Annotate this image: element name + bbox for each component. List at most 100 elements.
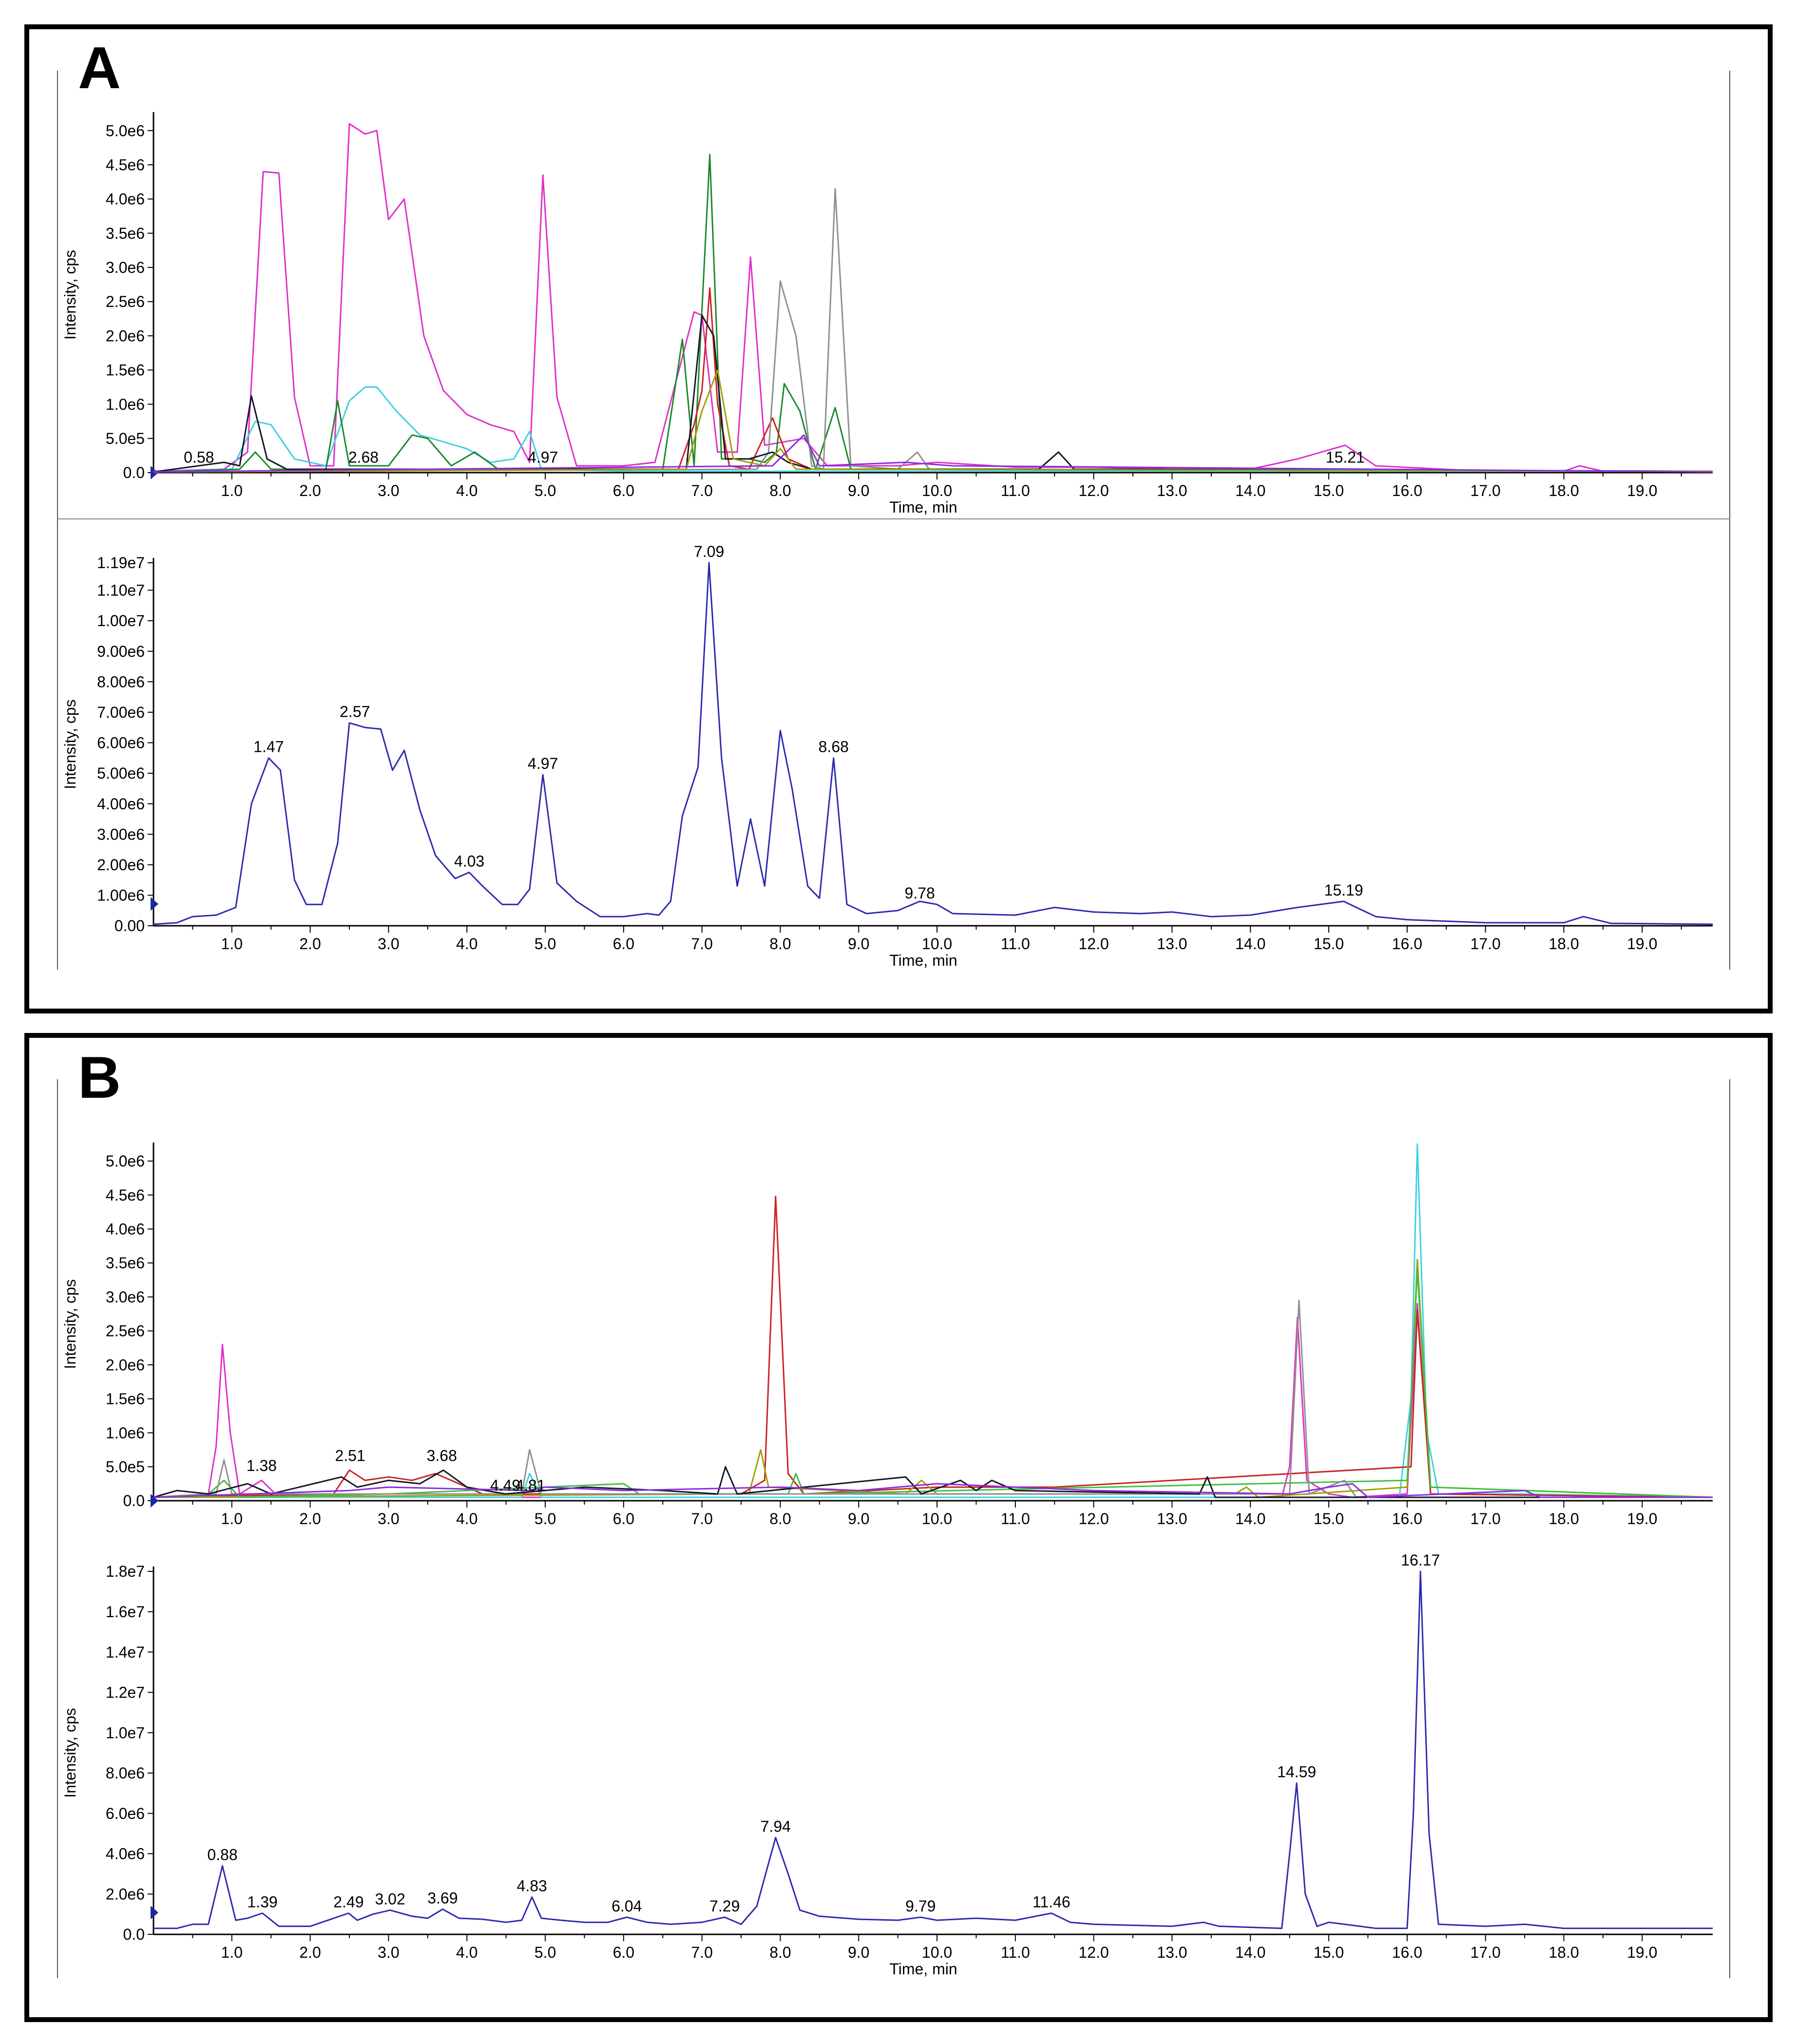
panel-a-xic-xtick-label: 19.0	[1627, 482, 1657, 499]
panel-b-tic-xtick-label: 13.0	[1157, 1944, 1187, 1961]
panel-b-xic-peak-label: 4.49	[490, 1477, 520, 1494]
panel-b-xic-plot: 0.0 5.0e5 1.0e6 1.5e6 2.0e6 2.5e6 3.0e6 3.5e6 4.…	[61, 1143, 1713, 1528]
panel-b-tic-peak-label: 3.69	[427, 1889, 458, 1907]
panel-b-tic-plot: 0.0 2.0e6 4.0e6 6.0e6 8.0e6 1.0e7 1.2e7 1.4e7 1.…	[61, 1551, 1713, 1978]
panel-a-tic-xtick-label: 10.0	[922, 935, 952, 953]
panel-b-tic-ytick-label: 1.6e7	[106, 1603, 145, 1621]
panel-a-xic-xtick-label: 7.0	[691, 482, 712, 499]
panel-b-tic-axis-marker	[151, 1906, 158, 1920]
panel-b-tic-ytick-label: 1.4e7	[106, 1643, 145, 1661]
panel-a-tic-ylabel: Intensity, cps	[61, 699, 79, 789]
panel-a-tic-ytick-label: 3.00e6	[97, 825, 145, 843]
panel-a-xic-series-violet	[153, 434, 1713, 473]
panel-a-tic-peak-label: 7.09	[694, 543, 724, 560]
panel-b-xic-ytick-label: 1.0e6	[106, 1424, 145, 1442]
panel-a-xic-ytick-label: 2.0e6	[106, 327, 145, 344]
panel-b-tic-xtick-label: 10.0	[922, 1944, 952, 1961]
panel-b-tic-ytick-label: 4.0e6	[106, 1845, 145, 1863]
panel-b-tic-xtick-label: 4.0	[456, 1944, 478, 1961]
panel-b-tic-ylabel: Intensity, cps	[61, 1708, 79, 1797]
panel-b-tic-ytick-label: 1.8e7	[106, 1563, 145, 1580]
panel-a-tic-axis-marker	[151, 897, 158, 911]
panel-b-xic-ytick-label: 2.0e6	[106, 1356, 145, 1374]
panel-b-xic-xtick-label: 1.0	[221, 1510, 243, 1528]
panel-a-xic-xtick-label: 13.0	[1157, 482, 1187, 499]
panel-a-xic-plot: 0.0 5.0e5 1.0e6 1.5e6 2.0e6 2.5e6 3.0e6 3.5e6 4.…	[61, 112, 1713, 516]
panel-b-tic-xtick-label: 1.0	[221, 1944, 243, 1961]
panel-a-xic-ylabel: Intensity, cps	[61, 250, 79, 340]
panel-b-tic-xtick-label: 3.0	[378, 1944, 399, 1961]
panel-a-xic-series-olive	[153, 369, 1713, 473]
panel-a-tic-xlabel: Time, min	[889, 952, 957, 969]
panel-a-xic-xtick-label: 3.0	[378, 482, 399, 499]
panel-a-xic-xtick-label: 9.0	[848, 482, 869, 499]
panel-a-tic-ytick-label: 1.00e7	[97, 612, 145, 630]
panel-a-xic-xtick-label: 16.0	[1392, 482, 1422, 499]
panel-a-tic-ytick-label: 8.00e6	[97, 673, 145, 690]
panel-a-tic-peak-label: 2.57	[340, 703, 370, 721]
panel-b-tic-peak-label: 16.17	[1401, 1551, 1440, 1569]
panel-a-tic-xtick-label: 18.0	[1548, 935, 1579, 953]
panel-a-xic-xtick-label: 15.0	[1314, 482, 1344, 499]
panel-b-tic-ytick-label: 8.0e6	[106, 1764, 145, 1782]
panel-b-xic-peak-label: 3.68	[427, 1447, 457, 1464]
panel-a-tic-peak-label: 8.68	[819, 738, 849, 756]
panel-b-tic-xtick-label: 11.0	[1001, 1944, 1030, 1961]
panel-b-tic-xtick-label: 9.0	[848, 1944, 869, 1961]
panel-b-letter: B	[78, 1044, 121, 1110]
panel-b-xic-series-violet	[153, 1483, 1713, 1498]
panel-a-xic-xtick-label: 14.0	[1235, 482, 1265, 499]
panel-b-xic-xtick-label: 15.0	[1314, 1510, 1344, 1528]
panel-b-tic-peak-label: 11.46	[1032, 1893, 1071, 1911]
panel-a-tic-xtick-label: 6.0	[613, 935, 634, 953]
panel-a-tic-ytick-label: 7.00e6	[97, 704, 145, 721]
panel-b-xic-xtick-label: 3.0	[378, 1510, 399, 1528]
panel-b-xic-peak-label: 4.81	[515, 1477, 545, 1494]
panel-a-xic-xtick-label: 2.0	[299, 482, 321, 499]
panel-b-tic-peak-label: 14.59	[1277, 1763, 1316, 1781]
panel-b-tic-ytick-label: 1.0e7	[106, 1724, 145, 1741]
panel-b-xic-ylabel: Intensity, cps	[61, 1279, 79, 1369]
panel-b-tic-peak-label: 7.94	[761, 1817, 791, 1835]
panel-b-tic-peak-label: 6.04	[612, 1897, 642, 1915]
panel-b-xic-xtick-label: 2.0	[299, 1510, 321, 1528]
panel-b-xic-ytick-label: 0.0	[123, 1492, 145, 1509]
panel-a-tic-ytick-label: 2.00e6	[97, 856, 145, 874]
panel-a-tic-ytick-label: 9.00e6	[97, 643, 145, 660]
panel-a-xic-ytick-label: 0.0	[123, 464, 145, 481]
panel-a-xic-peak-label: 2.68	[348, 449, 379, 466]
panel-a-tic-ytick-label: 0.00	[115, 917, 145, 935]
panel-a-xic-xtick-label: 1.0	[221, 482, 243, 499]
panel-a-xic-ytick-label: 5.0e6	[106, 122, 145, 139]
panel-b-xic-xtick-label: 10.0	[922, 1510, 952, 1528]
panel-a-tic-xtick-label: 13.0	[1157, 935, 1187, 953]
panel-a-tic-xtick-label: 9.0	[848, 935, 869, 953]
panel-b-tic-xtick-label: 16.0	[1392, 1944, 1422, 1961]
panel-a-xic-xtick-label: 8.0	[769, 482, 791, 499]
panel-b-xic-ytick-label: 4.5e6	[106, 1186, 145, 1204]
panel-a-tic-xtick-label: 16.0	[1392, 935, 1422, 953]
panel-a-tic-series-TIC	[153, 562, 1713, 925]
panel-a-tic-xtick-label: 15.0	[1314, 935, 1344, 953]
panel-b-xic-series-red	[153, 1195, 1713, 1498]
panel-b-xic-ytick-label: 3.0e6	[106, 1288, 145, 1306]
panel-b-tic-xtick-label: 5.0	[535, 1944, 556, 1961]
panel-b-xic-xtick-label: 14.0	[1235, 1510, 1265, 1528]
panel-a-xic-peak-label: 4.97	[528, 449, 558, 466]
panel-b-xic-xtick-label: 19.0	[1627, 1510, 1657, 1528]
panel-b-xic-xtick-label: 7.0	[691, 1510, 712, 1528]
panel-a-xic-ytick-label: 1.5e6	[106, 362, 145, 379]
panel-b-tic-ytick-label: 6.0e6	[106, 1805, 145, 1822]
panel-b-xic-series-grey	[153, 1299, 1713, 1498]
panel-a-xic-ytick-label: 3.0e6	[106, 259, 145, 276]
panel-b-tic-peak-label: 7.29	[709, 1897, 740, 1915]
panel-b-tic-xlabel: Time, min	[889, 1960, 957, 1978]
panel-a-xic-ytick-label: 1.0e6	[106, 396, 145, 413]
panel-a-tic-plot: 0.00 1.00e6 2.00e6 3.00e6 4.00e6 5.00e6 6.00e6…	[61, 543, 1713, 969]
panel-a-tic-ytick-label: 1.00e6	[97, 887, 145, 904]
panel-a-xic-peak-label: 15.21	[1326, 449, 1365, 466]
panel-a-tic-xtick-label: 19.0	[1627, 935, 1657, 953]
panel-b-frame	[24, 1033, 1773, 2022]
panel-a-xic-xtick-label: 6.0	[613, 482, 634, 499]
panel-b-tic-xtick-label: 19.0	[1627, 1944, 1657, 1961]
